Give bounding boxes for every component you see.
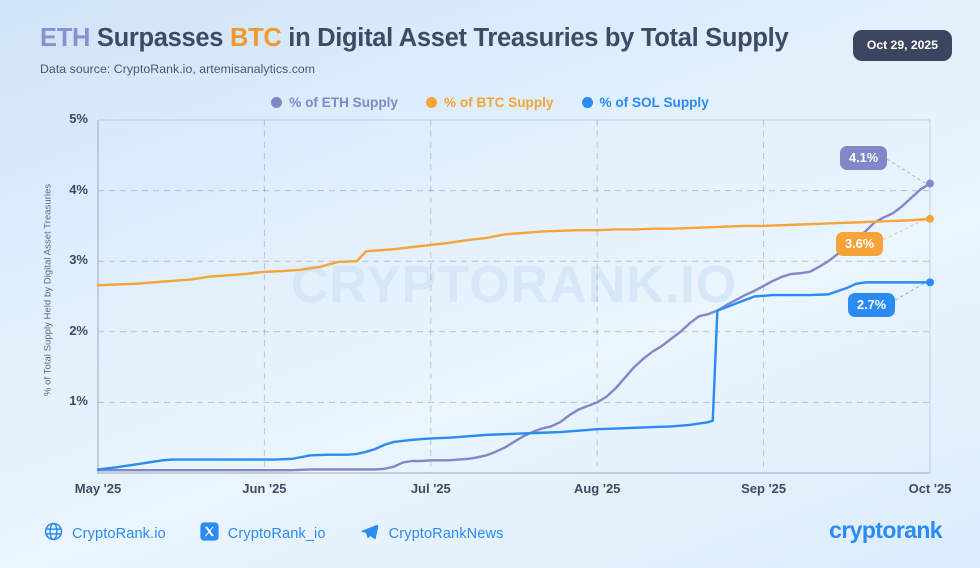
series-line-eth (96, 182, 932, 472)
endpoint-dot-eth (926, 179, 934, 188)
legend-label-sol: % of SOL Supply (599, 95, 709, 110)
legend-item-sol[interactable]: % of SOL Supply (581, 95, 709, 110)
endpoint-dot-sol (926, 278, 934, 287)
chart-legend: % of ETH Supply % of BTC Supply % of SOL… (0, 95, 980, 110)
cryptorank-logo-text: cryptorank (829, 517, 942, 543)
axis-lines (97, 120, 930, 474)
legend-label-btc: % of BTC Supply (443, 95, 554, 110)
y-axis-tick: 3% (69, 252, 88, 268)
data-label-eth: 4.1% (840, 146, 888, 170)
x-axis-tick: Oct '25 (908, 481, 952, 496)
legend-dot-eth-icon (271, 97, 283, 108)
series-line-btc (96, 217, 932, 287)
data-label-sol: 2.7% (848, 293, 896, 317)
x-axis-tick: Jul '25 (410, 481, 451, 496)
legend-dot-btc-icon (425, 97, 437, 108)
leader-line-sol (889, 281, 927, 304)
watermark: CRYPTORANK.IO (290, 256, 738, 314)
date-badge: Oct 29, 2025 (852, 30, 952, 61)
social-x-label: CryptoRank_io (227, 526, 326, 542)
x-axis-tick: Jun '25 (242, 481, 287, 496)
title-eth-token: ETH (40, 24, 91, 52)
x-axis-tick: May '25 (74, 481, 122, 496)
social-website[interactable]: CryptoRank.io (44, 522, 166, 546)
data-source-text: Data source: CryptoRank.io, artemisanaly… (40, 62, 316, 77)
social-telegram[interactable]: CryptoRankNews (360, 522, 504, 546)
data-label-btc: 3.6% (836, 232, 884, 256)
x-axis-tick: Aug '25 (573, 481, 621, 496)
y-axis-tick: 4% (69, 181, 88, 197)
title-mid-2: in Digital Asset Treasuries by Total Sup… (281, 24, 789, 52)
leader-line-eth (881, 155, 927, 184)
cryptorank-logo: cryptorank (829, 517, 942, 544)
y-axis-tick: 5% (69, 111, 88, 126)
legend-item-eth[interactable]: % of ETH Supply (271, 95, 398, 110)
social-website-label: CryptoRank.io (72, 526, 166, 542)
legend-dot-sol-icon (581, 97, 593, 108)
telegram-icon (360, 522, 380, 546)
leader-line-btc (877, 218, 927, 243)
globe-icon (44, 522, 63, 546)
x-axis-tick: Sep '25 (741, 481, 787, 496)
x-twitter-icon (200, 522, 219, 546)
header: ETH Surpasses BTC in Digital Asset Treas… (40, 24, 952, 88)
footer-socials: CryptoRank.io CryptoRank_io CryptoRankNe… (44, 522, 504, 546)
y-axis-tick: 1% (69, 393, 88, 409)
series-line-sol (96, 281, 932, 471)
title-btc-token: BTC (229, 24, 282, 52)
social-x[interactable]: CryptoRank_io (200, 522, 326, 546)
title-mid-1: Surpasses (90, 24, 230, 52)
endpoint-dot-btc (926, 214, 934, 223)
y-axis-tick: 2% (69, 322, 88, 338)
social-telegram-label: CryptoRankNews (388, 526, 504, 542)
legend-item-btc[interactable]: % of BTC Supply (425, 95, 554, 110)
y-axis-title: % of Total Supply Held by Digital Asset … (41, 183, 53, 397)
page-title: ETH Surpasses BTC in Digital Asset Treas… (40, 24, 952, 53)
legend-label-eth: % of ETH Supply (289, 95, 398, 110)
